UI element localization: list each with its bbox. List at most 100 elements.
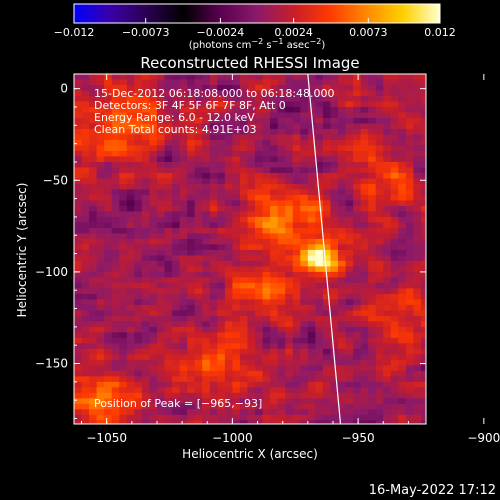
heatmap-cell [224,123,233,130]
heatmap-cell [141,255,150,262]
heatmap-cell [164,403,173,410]
heatmap-cell [202,321,211,328]
heatmap-cell [126,205,135,213]
heatmap-cell [360,271,369,278]
heatmap-cell [164,200,173,207]
heatmap-cell [345,376,354,383]
heatmap-cell [232,167,241,174]
heatmap-cell [239,321,249,328]
heatmap-cell [149,150,158,158]
heatmap-cell [164,150,173,158]
heatmap-cell [202,117,211,125]
heatmap-cell [247,420,256,424]
heatmap-cell [285,381,294,388]
heatmap-cell [164,315,173,322]
heatmap-cell [141,79,150,86]
heatmap-cell [209,216,218,223]
heatmap-cell [81,343,90,350]
heatmap-cell [285,409,294,416]
heatmap-cell [96,326,105,333]
heatmap-cell [353,79,362,86]
heatmap-cell [398,139,407,147]
heatmap-cell [194,117,203,125]
heatmap-cell [390,90,399,97]
heatmap-cell [307,222,316,229]
heatmap-cell [307,255,316,262]
heatmap-cell [134,293,143,300]
heatmap-cell [338,101,347,108]
heatmap-cell [368,348,377,355]
heatmap-cell [179,128,188,136]
heatmap-cell [172,288,181,295]
heatmap-cell [194,299,203,306]
heatmap-cell [285,414,294,421]
heatmap-cell [126,365,135,372]
heatmap-cell [81,211,90,218]
heatmap-cell [330,227,339,234]
heatmap-cell [179,222,188,229]
heatmap-cell [172,282,181,289]
y-axis-label: Heliocentric Y (arcsec) [15,183,29,318]
heatmap-cell [141,189,150,196]
heatmap-cell [270,156,279,163]
heatmap-cell [285,271,294,278]
heatmap-cell [285,260,294,267]
heatmap-cell [134,315,143,322]
heatmap-cell [104,392,113,399]
heatmap-cell [375,271,384,278]
heatmap-cell [368,178,377,185]
heatmap-cell [300,420,309,424]
heatmap-cell [405,178,414,185]
heatmap-cell [338,381,347,388]
heatmap-cell [156,222,166,229]
heatmap-cell [398,354,407,361]
heatmap-cell [413,343,422,350]
heatmap-cell [345,260,354,267]
heatmap-cell [285,161,294,169]
heatmap-cell [255,315,264,322]
heatmap-cell [277,211,286,218]
heatmap-cell [141,359,150,366]
heatmap-cell [270,74,279,81]
heatmap-cell [413,216,422,223]
heatmap-cell [270,249,279,256]
heatmap-cell [179,266,188,273]
heatmap-cell [315,332,324,339]
heatmap-cell [111,409,120,416]
heatmap-cell [74,271,83,278]
heatmap-cell [81,227,90,234]
heatmap-cell [224,244,233,251]
heatmap-cell [360,387,369,394]
heatmap-cell [134,79,143,86]
heatmap-cell [96,139,105,147]
heatmap-cell [398,392,407,399]
heatmap-cell [420,106,426,114]
heatmap-cell [164,216,173,223]
heatmap-cell [413,348,422,355]
heatmap-cell [270,255,279,262]
heatmap-cell [111,282,120,289]
heatmap-cell [353,288,362,295]
heatmap-cell [398,414,407,421]
heatmap-cell [89,288,98,295]
heatmap-cell [74,95,83,103]
heatmap-cell [420,293,426,300]
heatmap-cell [96,304,105,311]
heatmap-cell [194,112,203,119]
heatmap-cell [96,315,105,322]
heatmap-cell [224,282,233,289]
heatmap-cell [126,128,135,136]
heatmap-cell [202,354,211,361]
heatmap-cell [375,189,384,196]
heatmap-cell [104,123,113,130]
heatmap-cell [126,315,135,322]
heatmap-cell [383,189,392,196]
heatmap-cell [172,106,181,114]
heatmap-cell [74,354,83,361]
heatmap-cell [322,343,331,350]
heatmap-cell [270,178,279,185]
heatmap-cell [187,84,196,92]
heatmap-cell [405,90,414,97]
heatmap-cell [292,183,301,191]
heatmap-cell [360,172,369,180]
